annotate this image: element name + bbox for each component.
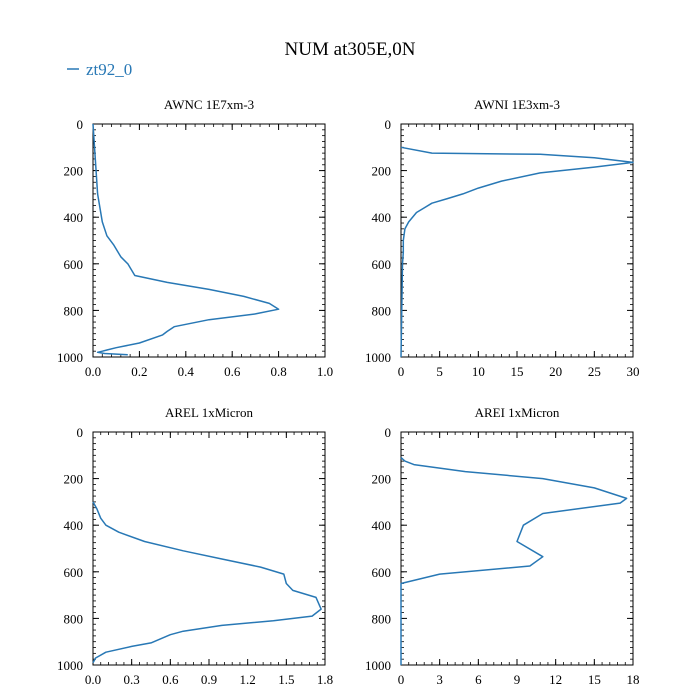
x-tick-label: 5 bbox=[436, 364, 443, 379]
y-tick-label: 0 bbox=[77, 425, 84, 440]
y-tick-label: 1000 bbox=[365, 350, 391, 365]
x-tick-label: 6 bbox=[475, 672, 482, 687]
x-tick-label: 1.0 bbox=[317, 364, 333, 379]
series-line-zt92-0 bbox=[400, 146, 634, 358]
y-tick-label: 800 bbox=[372, 611, 392, 626]
y-tick-label: 1000 bbox=[365, 658, 391, 673]
x-tick-label: 12 bbox=[549, 672, 562, 687]
x-tick-label: 0.0 bbox=[85, 672, 101, 687]
y-tick-label: 400 bbox=[372, 518, 392, 533]
y-tick-label: 600 bbox=[64, 565, 84, 580]
y-tick-label: 0 bbox=[385, 117, 392, 132]
y-tick-label: 1000 bbox=[57, 658, 83, 673]
panel-title-awni: AWNI 1E3xm-3 bbox=[474, 97, 560, 112]
x-tick-label: 15 bbox=[511, 364, 524, 379]
x-tick-label: 0.4 bbox=[178, 364, 195, 379]
figure-title: NUM at305E,0N bbox=[285, 39, 416, 60]
series-line-zt92-0 bbox=[92, 501, 322, 664]
x-tick-label: 0 bbox=[398, 364, 405, 379]
y-tick-label: 0 bbox=[77, 117, 84, 132]
panel-arel: AREL 1xMicron 0.0 0.3 0.6 0.9 1.2 1.5 1.8 0 200 40… bbox=[57, 405, 333, 687]
panel-title-arei: AREI 1xMicron bbox=[475, 405, 560, 420]
y-tick-label: 800 bbox=[64, 303, 84, 318]
x-tick-label: 10 bbox=[472, 364, 485, 379]
x-tick-label: 0.2 bbox=[131, 364, 147, 379]
x-tick-label: 0.9 bbox=[201, 672, 217, 687]
x-tick-label: 1.2 bbox=[240, 672, 256, 687]
x-tick-label: 0 bbox=[398, 672, 405, 687]
x-tick-label: 1.8 bbox=[317, 672, 333, 687]
x-tick-label: 1.5 bbox=[278, 672, 294, 687]
x-tick-label: 30 bbox=[627, 364, 640, 379]
panel-title-awnc: AWNC 1E7xm-3 bbox=[164, 97, 254, 112]
y-tick-label: 1000 bbox=[57, 350, 83, 365]
series-line-zt92-0 bbox=[92, 123, 280, 356]
y-tick-label: 200 bbox=[64, 472, 84, 487]
panel-arei: AREI 1xMicron 0 3 6 9 12 15 18 0 200 400 600 800 1000 bbox=[365, 405, 640, 687]
x-tick-label: 9 bbox=[514, 672, 521, 687]
panel-title-arel: AREL 1xMicron bbox=[165, 405, 253, 420]
x-tick-label: 0.6 bbox=[162, 672, 179, 687]
panel-awni: AWNI 1E3xm-3 0 5 10 15 20 25 30 0 200 400 600 800 100… bbox=[365, 97, 640, 379]
x-tick-label: 18 bbox=[627, 672, 640, 687]
x-tick-label: 25 bbox=[588, 364, 601, 379]
x-tick-label: 0.0 bbox=[85, 364, 101, 379]
y-tick-label: 800 bbox=[64, 611, 84, 626]
y-tick-label: 200 bbox=[64, 164, 84, 179]
x-tick-label: 0.6 bbox=[224, 364, 241, 379]
x-tick-label: 20 bbox=[549, 364, 562, 379]
y-tick-label: 600 bbox=[64, 257, 84, 272]
x-tick-label: 0.3 bbox=[124, 672, 140, 687]
legend-label-zt92_0: zt92_0 bbox=[86, 60, 132, 79]
y-tick-label: 600 bbox=[372, 257, 392, 272]
y-tick-label: 400 bbox=[372, 210, 392, 225]
y-tick-label: 400 bbox=[64, 518, 84, 533]
x-tick-label: 15 bbox=[588, 672, 601, 687]
y-tick-label: 600 bbox=[372, 565, 392, 580]
series-line-zt92-0 bbox=[400, 457, 628, 665]
x-tick-label: 3 bbox=[436, 672, 443, 687]
plot-frame bbox=[92, 123, 326, 358]
y-tick-label: 400 bbox=[64, 210, 84, 225]
y-tick-label: 0 bbox=[385, 425, 392, 440]
y-tick-label: 200 bbox=[372, 472, 392, 487]
y-tick-label: 800 bbox=[372, 303, 392, 318]
plot-frame bbox=[92, 431, 326, 666]
figure-legend: zt92_0 bbox=[67, 60, 132, 79]
x-tick-label: 0.8 bbox=[270, 364, 286, 379]
panel-awnc: AWNC 1E7xm-3 0.0 0.2 0.4 0.6 0.8 1.0 0 200 400 600… bbox=[57, 97, 333, 379]
y-tick-label: 200 bbox=[372, 164, 392, 179]
